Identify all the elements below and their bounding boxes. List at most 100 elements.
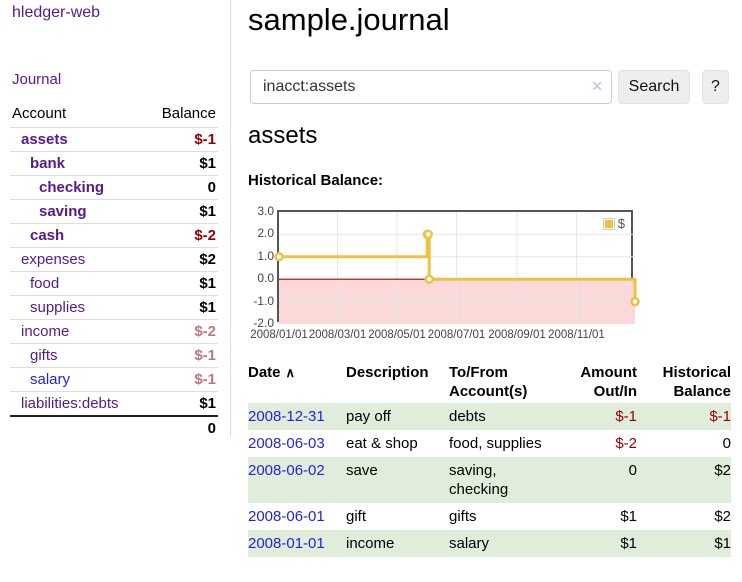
chart-legend: $	[600, 215, 627, 232]
y-tick-label: 0.0	[257, 271, 274, 286]
page-title: sample.journal	[248, 2, 450, 37]
register-row: 2008-01-01 income salary $1 $1	[248, 530, 731, 557]
transaction-description: eat & shop	[346, 435, 418, 452]
transaction-amount: $1	[620, 535, 637, 552]
transaction-date-link[interactable]: 2008-01-01	[248, 535, 325, 552]
account-heading: assets	[248, 122, 318, 149]
transaction-accounts: debts	[449, 408, 486, 425]
register-table: Date ∧ Description To/From Account(s) Amo…	[248, 361, 731, 557]
sort-ascending-icon: ∧	[285, 365, 296, 380]
y-tick-label: -1.0	[253, 293, 274, 308]
transaction-description: pay off	[346, 408, 391, 425]
transaction-accounts: gifts	[449, 508, 477, 525]
transaction-date-link[interactable]: 2008-06-03	[248, 435, 325, 452]
account-balance: $1	[146, 151, 218, 176]
help-button[interactable]: ?	[702, 70, 729, 104]
accounts-header-balance: Balance	[161, 105, 216, 122]
transaction-amount: 0	[628, 462, 637, 479]
x-tick-label: 2008/11/01	[548, 329, 605, 341]
legend-series-label: $	[617, 216, 625, 231]
search-button[interactable]: Search	[618, 70, 690, 104]
series-swatch-icon	[602, 217, 615, 230]
register-row: 2008-12-31 pay off debts $-1 $-1	[248, 403, 731, 430]
register-header-amount: Amount Out/In	[580, 364, 637, 400]
account-balance: $-1	[146, 343, 218, 368]
transaction-description: income	[346, 535, 395, 552]
transaction-accounts: salary	[449, 535, 490, 552]
search-input[interactable]	[250, 70, 612, 104]
search-input-wrap: ✕	[250, 70, 612, 104]
account-row: checking 0	[10, 175, 218, 200]
transaction-accounts: food, supplies	[449, 435, 542, 452]
accounts-table: Account Balance assets $-1 bank $1 check…	[10, 102, 218, 440]
clear-search-icon[interactable]: ✕	[591, 78, 603, 94]
transaction-amount: $1	[620, 508, 637, 525]
search-bar: ✕ Search ?	[248, 70, 742, 104]
account-row: gifts $-1	[10, 343, 218, 368]
account-link-assets[interactable]: assets	[21, 131, 68, 148]
account-balance: $-2	[146, 319, 218, 344]
account-link-checking[interactable]: checking	[39, 179, 105, 196]
transaction-balance: $2	[714, 508, 731, 525]
account-row: cash $-2	[10, 223, 218, 248]
account-balance: $1	[146, 199, 218, 224]
account-balance: $2	[146, 247, 218, 272]
y-tick-label: 1.0	[257, 248, 274, 263]
transaction-description: save	[346, 462, 378, 479]
account-link-expenses[interactable]: expenses	[21, 251, 86, 268]
accounts-header-row: Account Balance	[10, 102, 218, 128]
account-row: income $-2	[10, 319, 218, 344]
accounts-total-spacer	[10, 415, 147, 440]
account-row: bank $1	[10, 151, 218, 176]
register-header-description: Description	[346, 364, 429, 381]
account-row: liabilities:debts $1	[10, 391, 218, 416]
register-row: 2008-06-01 gift gifts $1 $2	[248, 503, 731, 530]
x-tick-label: 2008/07/01	[427, 329, 486, 341]
account-link-food[interactable]: food	[30, 275, 60, 292]
chart-plot-area: $	[274, 210, 640, 324]
x-tick-label: 2008/01/01	[250, 329, 308, 341]
account-balance: $1	[146, 391, 218, 416]
sidebar-item-journal[interactable]: Journal	[12, 71, 62, 88]
transaction-description: gift	[346, 508, 367, 525]
account-balance: $-1	[146, 367, 218, 392]
historical-balance-chart: 3.0 2.0 1.0 0.0 -1.0 -2.0 $ 2008/01/01 2008/03…	[248, 204, 742, 350]
account-link-saving[interactable]: saving	[39, 203, 87, 220]
register-header-balance: Historical Balance	[662, 364, 731, 400]
transaction-balance: 0	[722, 435, 731, 452]
account-link-gifts[interactable]: gifts	[30, 347, 58, 364]
register-header-date[interactable]: Date ∧	[248, 364, 296, 381]
sidebar: hledger-web Journal Account Balance asse…	[0, 0, 231, 440]
app-title-link[interactable]: hledger-web	[12, 4, 101, 21]
account-row: saving $1	[10, 199, 218, 224]
account-link-liabilities-debts[interactable]: liabilities:debts	[21, 395, 119, 412]
account-row: food $1	[10, 271, 218, 296]
register-header-row: Date ∧ Description To/From Account(s) Amo…	[248, 361, 731, 403]
register-header-accounts: To/From Account(s)	[449, 364, 528, 400]
account-balance: $1	[146, 295, 218, 320]
x-tick-label: 2008/05/01	[368, 329, 426, 341]
transaction-date-link[interactable]: 2008-12-31	[248, 408, 325, 425]
transaction-balance: $2	[714, 462, 731, 479]
transaction-amount: $-1	[615, 408, 637, 425]
account-link-income[interactable]: income	[21, 323, 70, 340]
account-link-bank[interactable]: bank	[30, 155, 66, 172]
accounts-total-row: 0	[10, 415, 218, 440]
account-balance: $-2	[146, 223, 218, 248]
account-link-salary[interactable]: salary	[30, 371, 71, 388]
main-content: sample.journal ✕ Search ? assets Histori…	[248, 0, 742, 582]
accounts-header-account: Account	[12, 105, 67, 122]
transaction-date-link[interactable]: 2008-06-02	[248, 462, 325, 479]
account-balance: $-1	[146, 127, 218, 152]
account-link-supplies[interactable]: supplies	[30, 299, 86, 316]
account-row: salary $-1	[10, 367, 218, 392]
register-row: 2008-06-03 eat & shop food, supplies $-2…	[248, 430, 731, 457]
chart-title: Historical Balance:	[248, 172, 384, 189]
account-link-cash[interactable]: cash	[30, 227, 65, 244]
x-tick-label: 2008/03/01	[308, 329, 367, 341]
transaction-date-link[interactable]: 2008-06-01	[248, 508, 325, 525]
transaction-balance: $1	[714, 535, 731, 552]
y-tick-label: -2.0	[253, 316, 274, 330]
transaction-balance: $-1	[709, 408, 731, 425]
